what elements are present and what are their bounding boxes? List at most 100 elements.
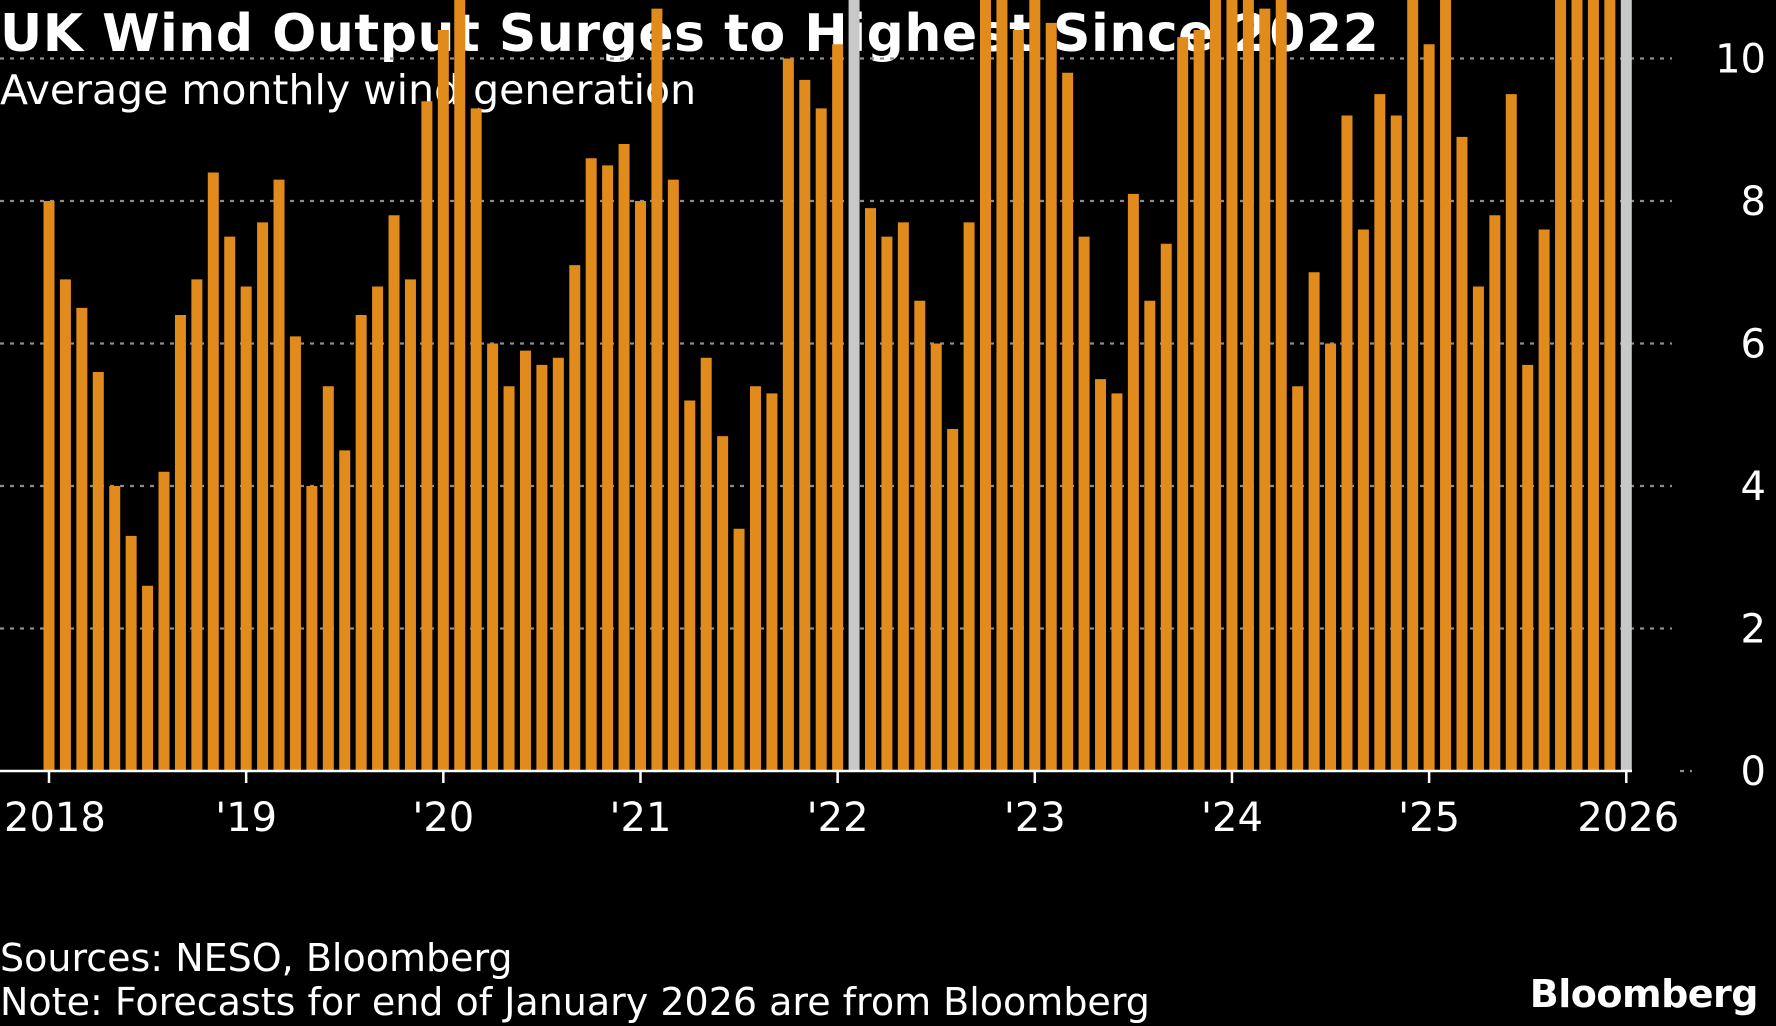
- highlighted-bar: [848, 0, 860, 771]
- bar: [519, 350, 531, 772]
- bar: [1489, 215, 1501, 771]
- bar: [1587, 0, 1599, 771]
- bar: [503, 386, 515, 771]
- bar: [766, 393, 778, 772]
- bar: [1242, 0, 1254, 771]
- bar: [1078, 236, 1090, 772]
- bar: [355, 315, 367, 771]
- chart-subtitle: Average monthly wind generation: [0, 66, 697, 114]
- bar: [1045, 22, 1057, 772]
- bar: [1095, 379, 1107, 772]
- bar: [1226, 0, 1238, 772]
- y-tick-label: 2: [1741, 607, 1766, 653]
- bar: [996, 0, 1008, 771]
- bar: [158, 471, 170, 771]
- bar: [947, 429, 959, 771]
- bar: [76, 307, 88, 772]
- bar: [174, 315, 186, 771]
- bar: [388, 215, 400, 771]
- bar: [1062, 72, 1074, 771]
- bar: [1210, 0, 1222, 771]
- y-tick-label: 10: [1715, 37, 1766, 83]
- x-tick-label: '19: [215, 795, 277, 841]
- bar: [618, 144, 630, 771]
- x-tick-label: 2018: [4, 795, 106, 841]
- bar: [717, 436, 729, 772]
- bar: [142, 585, 154, 771]
- bloomberg-logo: Bloomberg: [1529, 972, 1759, 1016]
- bar: [1423, 44, 1435, 771]
- bars: [43, 0, 1632, 772]
- bar: [1160, 243, 1172, 771]
- bar: [815, 108, 827, 772]
- axis-labels: 0246810121416 gigawatts2018'19'20'21'22'…: [4, 37, 1766, 842]
- bar: [487, 343, 499, 771]
- bar: [404, 279, 416, 772]
- bar: [421, 101, 433, 771]
- bar: [1275, 0, 1287, 771]
- y-tick-label: 8: [1741, 179, 1766, 225]
- bar: [552, 357, 564, 771]
- bar: [1440, 0, 1452, 772]
- y-tick-label: 6: [1741, 322, 1766, 368]
- bar: [1111, 393, 1123, 772]
- bar: [1012, 30, 1024, 771]
- bar: [700, 357, 712, 771]
- bar: [1177, 37, 1189, 772]
- bar: [585, 158, 597, 771]
- bar: [339, 450, 351, 772]
- x-tick-label: 2026: [1577, 795, 1679, 841]
- bar: [1259, 8, 1271, 772]
- note-text: Note: Forecasts for end of January 2026 …: [0, 980, 1150, 1024]
- bar: [536, 364, 548, 772]
- bar: [372, 286, 384, 771]
- bar: [667, 179, 679, 772]
- x-tick-label: '22: [807, 795, 869, 841]
- bar: [684, 400, 696, 771]
- bar: [289, 336, 301, 772]
- bar: [749, 386, 761, 771]
- bar: [306, 486, 318, 771]
- bar: [470, 108, 482, 772]
- bar: [1308, 272, 1320, 771]
- bar: [322, 386, 334, 771]
- bar: [1029, 0, 1041, 771]
- bar: [1325, 343, 1337, 771]
- bar: [569, 265, 581, 772]
- bar: [1555, 0, 1567, 772]
- bar: [92, 372, 104, 771]
- bar: [1522, 364, 1534, 772]
- bar: [1407, 0, 1419, 771]
- bar: [1472, 286, 1484, 771]
- bar: [43, 201, 55, 771]
- bar: [1604, 0, 1616, 771]
- bar: [1357, 229, 1369, 771]
- bar: [914, 300, 926, 771]
- x-axis: [0, 769, 1632, 783]
- x-tick-label: '23: [1004, 795, 1066, 841]
- y-tick-label: 0: [1741, 749, 1766, 795]
- bar: [1292, 386, 1304, 771]
- bar: [1144, 300, 1156, 771]
- bar: [1341, 115, 1353, 771]
- bar: [799, 79, 811, 772]
- bar: [1538, 229, 1550, 771]
- bar: [733, 528, 745, 771]
- bar: [634, 201, 646, 771]
- bar: [59, 279, 71, 772]
- bar: [651, 8, 663, 772]
- bar: [897, 222, 909, 772]
- bar: [1193, 30, 1205, 771]
- x-tick-label: '24: [1201, 795, 1263, 841]
- bar: [865, 208, 876, 772]
- bar: [832, 44, 844, 771]
- bar: [125, 535, 137, 772]
- bar: [782, 58, 794, 771]
- bar: [602, 165, 614, 772]
- highlighted-bar: [1620, 0, 1632, 771]
- bar: [207, 172, 219, 771]
- bar: [1127, 193, 1139, 772]
- bar: [454, 0, 466, 771]
- bar: [437, 30, 449, 771]
